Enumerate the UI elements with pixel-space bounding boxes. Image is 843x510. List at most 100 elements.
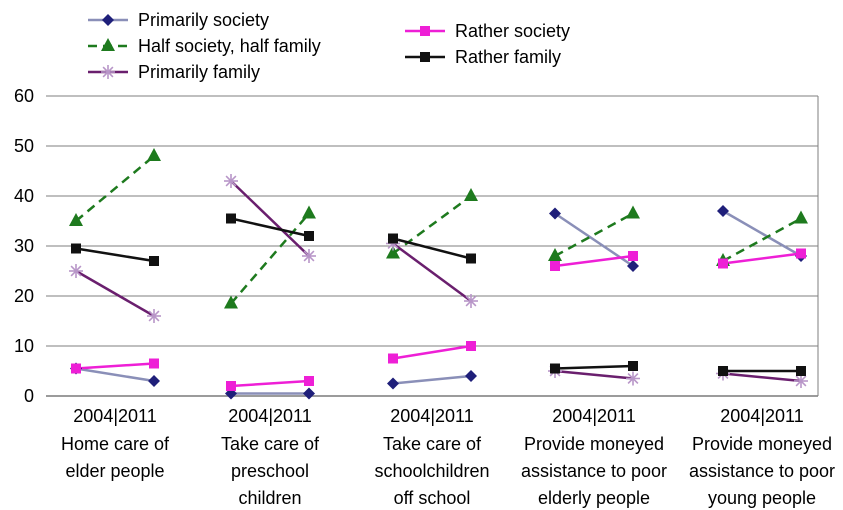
x-tick-label: 2004|2011 bbox=[228, 406, 311, 426]
square-marker bbox=[550, 363, 560, 374]
triangle-marker bbox=[69, 213, 83, 226]
category-label: elderly people bbox=[538, 488, 650, 508]
square-marker bbox=[628, 361, 638, 371]
y-tick-label: 10 bbox=[14, 336, 34, 356]
category-label: assistance to poor bbox=[521, 461, 667, 481]
legend-item: Rather society bbox=[405, 21, 570, 41]
square-marker bbox=[420, 26, 430, 36]
series-segment bbox=[75, 362, 155, 370]
square-marker bbox=[226, 213, 236, 224]
square-marker bbox=[71, 243, 81, 254]
category-label: schoolchildren bbox=[374, 461, 489, 481]
legend-label: Primarily family bbox=[138, 62, 260, 82]
diamond-marker bbox=[102, 14, 114, 26]
category-label: children bbox=[238, 488, 301, 508]
square-marker bbox=[718, 258, 728, 269]
series-segment bbox=[75, 247, 155, 263]
y-tick-label: 20 bbox=[14, 286, 34, 306]
asterisk-marker bbox=[794, 374, 808, 388]
legend-item: Primarily society bbox=[88, 10, 269, 30]
diamond-marker bbox=[148, 375, 160, 387]
legend: Primarily society Half society, half fami… bbox=[88, 10, 570, 82]
legend-item: Rather family bbox=[405, 47, 561, 67]
square-marker bbox=[420, 52, 430, 62]
series-segment bbox=[75, 269, 155, 318]
x-tick-label: 2004|2011 bbox=[720, 406, 803, 426]
category-label: Take care of bbox=[221, 434, 320, 454]
category-label: assistance to poor bbox=[689, 461, 835, 481]
y-axis-ticks: 0 10 20 30 40 50 60 bbox=[14, 86, 34, 406]
series-segment bbox=[75, 155, 155, 222]
series-segment bbox=[230, 379, 310, 388]
asterisk-marker bbox=[302, 249, 316, 263]
series-segment bbox=[722, 209, 802, 258]
category-label: preschool bbox=[231, 461, 309, 481]
x-tick-label: 2004|2011 bbox=[73, 406, 156, 426]
diamond-marker bbox=[549, 207, 561, 220]
category-label: elder people bbox=[65, 461, 164, 481]
series-markers bbox=[69, 148, 808, 400]
y-tick-label: 50 bbox=[14, 136, 34, 156]
series-segment bbox=[392, 242, 472, 303]
square-marker bbox=[149, 358, 159, 369]
triangle-marker bbox=[626, 205, 640, 219]
category-label: off school bbox=[394, 488, 471, 508]
x-tick-label: 2004|2011 bbox=[390, 406, 473, 426]
square-marker bbox=[149, 256, 159, 266]
legend-label: Rather society bbox=[455, 21, 570, 41]
asterisk-marker bbox=[626, 371, 640, 386]
triangle-marker bbox=[386, 245, 400, 259]
legend-item: Half society, half family bbox=[88, 36, 321, 56]
series-segment bbox=[722, 252, 802, 265]
square-marker bbox=[796, 248, 806, 259]
legend-label: Rather family bbox=[455, 47, 561, 67]
x-axis-labels: 2004|2011 Home care of elder people 2004|20… bbox=[61, 406, 835, 508]
square-marker bbox=[466, 341, 476, 351]
series-segment bbox=[392, 237, 472, 260]
legend-label: Half society, half family bbox=[138, 36, 321, 56]
series-segment bbox=[230, 217, 310, 238]
asterisk-marker bbox=[147, 309, 161, 323]
y-tick-label: 30 bbox=[14, 236, 34, 256]
legend-item: Primarily family bbox=[88, 62, 260, 82]
series-segment bbox=[722, 372, 802, 383]
triangle-marker bbox=[101, 38, 115, 51]
category-label: Take care of bbox=[383, 434, 482, 454]
series-segment bbox=[230, 212, 310, 305]
square-marker bbox=[388, 233, 398, 244]
y-gridlines bbox=[46, 95, 819, 397]
series-segment bbox=[75, 367, 155, 383]
square-marker bbox=[796, 366, 806, 376]
category-label: Provide moneyed bbox=[524, 434, 664, 454]
square-marker bbox=[304, 231, 314, 241]
y-tick-label: 60 bbox=[14, 86, 34, 106]
category-label: Home care of bbox=[61, 434, 170, 454]
square-marker bbox=[628, 251, 638, 261]
series-segment bbox=[392, 194, 472, 255]
y-tick-label: 0 bbox=[24, 386, 34, 406]
series-segment bbox=[554, 364, 634, 370]
category-label: young people bbox=[708, 488, 816, 508]
square-marker bbox=[388, 353, 398, 364]
triangle-marker bbox=[147, 148, 161, 161]
square-marker bbox=[71, 363, 81, 374]
triangle-marker bbox=[548, 248, 562, 261]
square-marker bbox=[226, 381, 236, 391]
diamond-marker bbox=[627, 260, 639, 272]
series-segment bbox=[392, 374, 472, 385]
x-tick-label: 2004|2011 bbox=[552, 406, 635, 426]
asterisk-marker bbox=[69, 264, 83, 278]
triangle-marker bbox=[302, 205, 316, 219]
series-segment bbox=[392, 344, 472, 360]
series-lines bbox=[75, 155, 802, 395]
diamond-marker bbox=[717, 205, 729, 217]
square-marker bbox=[550, 261, 560, 271]
square-marker bbox=[718, 366, 728, 376]
asterisk-marker bbox=[224, 174, 238, 188]
diamond-marker bbox=[465, 370, 477, 382]
triangle-marker bbox=[224, 295, 238, 309]
triangle-marker bbox=[464, 188, 478, 201]
square-marker bbox=[466, 253, 476, 264]
asterisk-marker bbox=[101, 65, 115, 79]
